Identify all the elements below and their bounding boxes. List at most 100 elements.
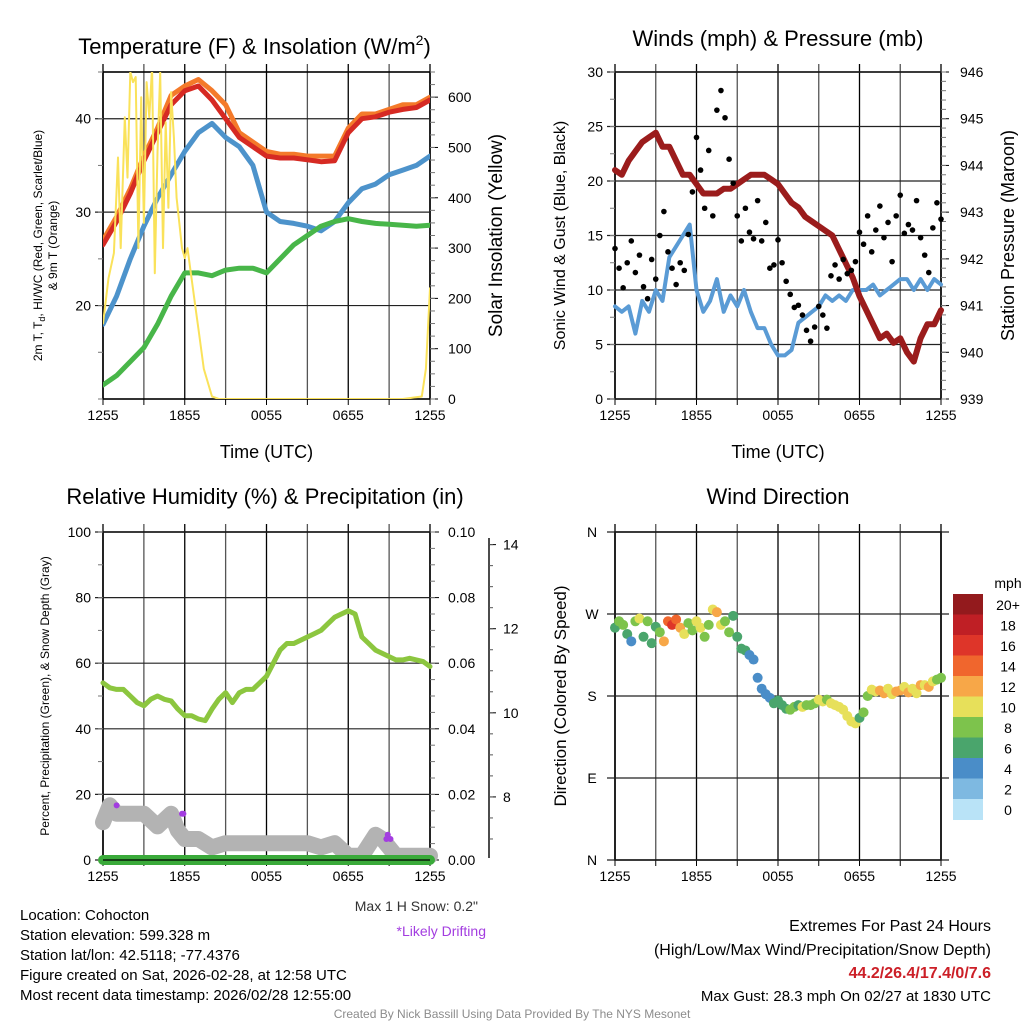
chart-title: Relative Humidity (%) & Precipitation (i… (66, 484, 463, 509)
colorbar-swatch (953, 594, 983, 615)
temperature-panel: 1255 1855 0055 0655 125520304001002003004005… (31, 32, 507, 462)
x-tick-label: 1255 (599, 868, 630, 884)
x-tick-label: 1855 (169, 868, 200, 884)
direction-point (703, 619, 714, 630)
gust-point (832, 262, 838, 268)
y3-tick-label: 14 (503, 537, 519, 553)
x-tick-label: 0655 (333, 868, 364, 884)
colorbar-label: 2 (1004, 782, 1012, 798)
gust-point (616, 265, 622, 272)
gust-point (636, 252, 643, 258)
gust-point (852, 258, 859, 265)
direction-point (911, 688, 922, 699)
gust-point (681, 267, 688, 274)
y2-axis-label: Station Pressure (Maroon) (998, 130, 1018, 341)
colorbar-swatch (953, 655, 983, 677)
x-tick-label: 1255 (414, 868, 445, 884)
colorbar-title: mph (994, 575, 1021, 591)
series-sonic-wind (613, 222, 943, 358)
direction-point (671, 614, 682, 625)
gust-point (889, 258, 895, 265)
y3-tick-label: 10 (503, 705, 519, 721)
y3-tick-label: 8 (503, 789, 511, 805)
latlon-text: Station lat/lon: 42.5118; -77.4376 (20, 947, 240, 964)
gust-point (771, 262, 777, 268)
series-rh-derived-green- (103, 216, 430, 388)
colorbar-swatch (953, 676, 983, 697)
colorbar-swatch (953, 635, 983, 656)
direction-point (748, 654, 759, 665)
series-dewpoint-wc (103, 120, 430, 327)
x-tick-label: 1855 (681, 868, 712, 884)
gust-point (767, 265, 773, 272)
direction-point (634, 613, 645, 624)
y-axis-label: 2m T, Td, HI/WC (Red, Green, Scarlet/Blu… (31, 130, 47, 361)
gust-point (840, 256, 846, 263)
gust-point (657, 232, 663, 239)
gust-point (868, 249, 875, 255)
gust-point (905, 221, 912, 228)
y2-tick-label: 600 (448, 89, 472, 105)
y2-tick-label: 500 (448, 139, 472, 155)
y-tick-label: 15 (587, 228, 603, 244)
x-tick-label: 0055 (762, 407, 793, 423)
gust-point (701, 205, 708, 212)
y-axis-label-line2: & 9m T (Orange) (46, 201, 60, 291)
y-tick-label: 20 (75, 298, 91, 314)
drifting-point (180, 810, 187, 817)
created-text: Figure created on Sat, 2026-02-28, at 12… (20, 967, 347, 984)
gust-point (807, 338, 814, 345)
direction-point (711, 607, 722, 618)
gust-point (901, 230, 908, 237)
gust-point (836, 276, 842, 282)
recent-data-text: Most recent data timestamp: 2026/02/28 1… (20, 987, 352, 1004)
gust-point (628, 238, 635, 244)
gust-point (685, 231, 692, 238)
gust-point (909, 227, 916, 233)
winds-panel: 1255 1855 0055 0655 125505101520253093994094… (552, 26, 1018, 462)
gust-point (665, 249, 671, 255)
y2-tick-label: 945 (960, 111, 984, 127)
x-tick-label: 1255 (925, 868, 956, 884)
chart-title: Winds (mph) & Pressure (mb) (633, 26, 924, 51)
colorbar-swatch (953, 614, 983, 636)
y-tick-label: 0 (595, 391, 603, 407)
y2-tick-label: 0.04 (448, 721, 475, 737)
y-tick-label: N (587, 852, 597, 868)
gust-point (710, 213, 716, 219)
gust-point (783, 278, 789, 285)
y-tick-label: 5 (595, 337, 603, 353)
colorbar-swatch (953, 778, 983, 800)
gust-point (824, 325, 830, 331)
gust-point (648, 256, 655, 263)
x-tick-label: 0055 (251, 868, 282, 884)
y2-tick-label: 939 (960, 391, 984, 407)
y2-tick-label: 940 (960, 344, 984, 360)
y-tick-label: N (587, 524, 597, 540)
gust-point (746, 229, 753, 236)
direction-point (683, 618, 694, 629)
y-tick-label: 100 (68, 524, 92, 540)
y2-tick-label: 200 (448, 290, 472, 306)
gust-point (673, 281, 679, 288)
gust-point (828, 273, 834, 279)
gust-point (730, 180, 736, 186)
direction-point (728, 610, 739, 621)
direction-point (752, 672, 763, 683)
gust-point (803, 327, 810, 334)
drifting-point (387, 835, 394, 842)
gust-point (885, 219, 891, 226)
direction-point (858, 707, 869, 718)
gust-point (795, 302, 802, 309)
direction-point (687, 625, 698, 636)
gust-point (612, 245, 618, 252)
drifting-point (113, 802, 120, 809)
x-tick-label: 1255 (87, 868, 118, 884)
gust-point (881, 234, 887, 241)
y-tick-label: 20 (75, 786, 91, 802)
max-snow-annotation: Max 1 H Snow: 0.2" (355, 898, 478, 914)
gust-point (938, 216, 944, 222)
direction-point (936, 672, 946, 683)
y-tick-label: 40 (75, 721, 91, 737)
